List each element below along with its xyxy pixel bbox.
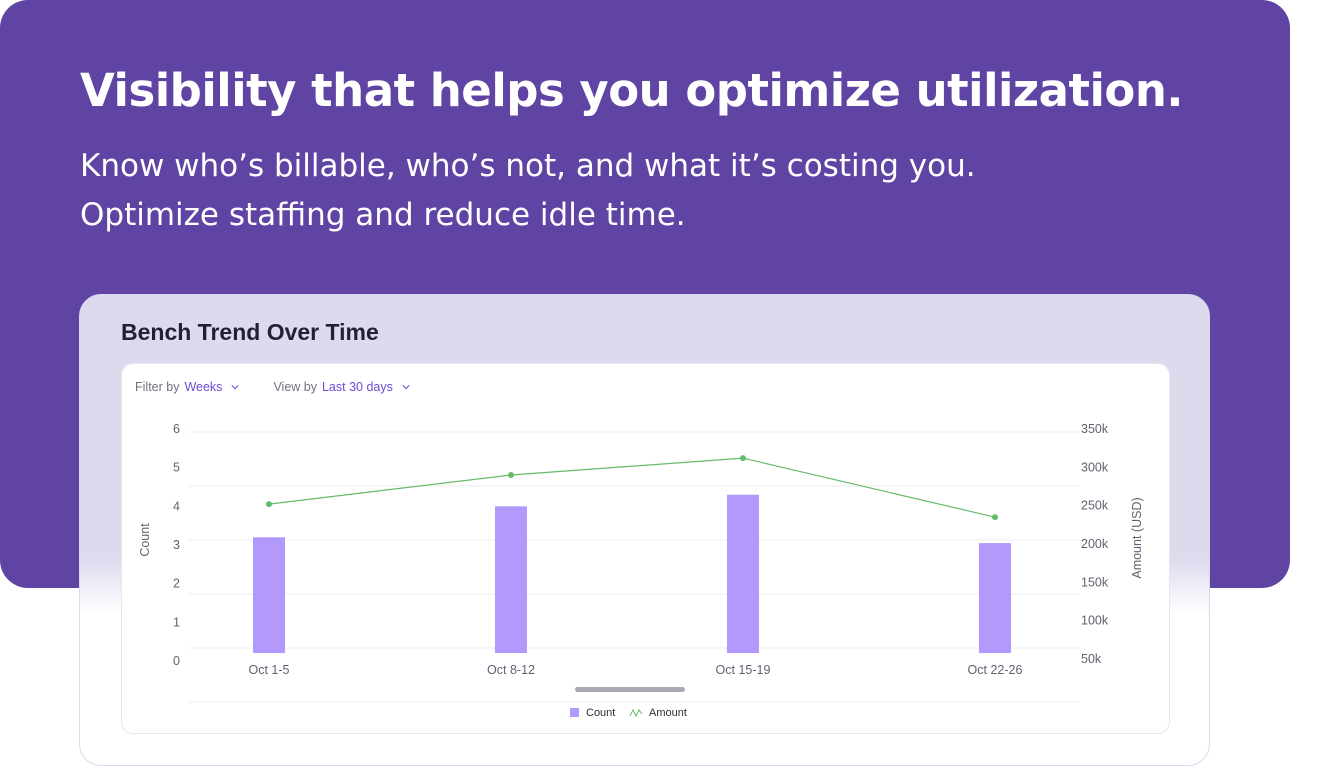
y-tick-label: 0 (173, 654, 180, 668)
y-tick-label: 2 (173, 577, 180, 591)
chevron-down-icon (402, 385, 410, 390)
y-tick-label: 5 (173, 461, 180, 475)
point-amount (740, 455, 746, 462)
x-tick-label: Oct 8-12 (487, 663, 535, 677)
chevron-down-icon (231, 385, 240, 390)
x-tick-label: Oct 22-26 (968, 663, 1023, 677)
hero-subtitle: Know who’s billable, who’s not, and what… (80, 148, 976, 233)
point-amount (992, 514, 998, 521)
view-by-dropdown[interactable]: View by Last 30 days (273, 380, 410, 394)
legend-label-amount: Amount (649, 707, 687, 719)
bench-trend-chart: 0 1 2 3 4 5 6 50k 100k 150k 200k 250k 300k 350k Count A… (138, 422, 1144, 719)
y2-axis-title: Amount (USD) (1130, 497, 1144, 578)
bar-count (495, 506, 527, 653)
card-title: Bench Trend Over Time (121, 319, 379, 345)
view-by-value: Last 30 days (321, 380, 393, 394)
y-tick-label: 1 (173, 615, 180, 629)
bar-count (979, 543, 1011, 653)
legend-label-count: Count (586, 707, 615, 719)
filter-by-label: Filter by (135, 380, 180, 394)
y2-tick-label: 300k (1081, 460, 1109, 474)
y2-tick-label: 50k (1081, 652, 1102, 666)
x-tick-label: Oct 15-19 (716, 663, 771, 677)
legend-swatch-amount (629, 708, 643, 718)
y-axis-title: Count (138, 523, 152, 557)
bar-count (727, 494, 759, 653)
series-line-amount (268, 457, 996, 518)
y-tick-label: 3 (173, 538, 180, 552)
bench-trend-card: Bench Trend Over Time Filter by Weeks Vi… (79, 294, 1210, 766)
y-tick-label: 4 (173, 499, 180, 513)
filter-by-dropdown[interactable]: Filter by Weeks (135, 380, 240, 394)
legend-swatch-count (570, 708, 579, 717)
y2-tick-label: 200k (1081, 537, 1109, 551)
hero-title: Visibility that helps you optimize utili… (80, 64, 1183, 117)
y-tick-label: 6 (173, 422, 180, 436)
bar-count (253, 537, 285, 653)
view-by-label: View by (273, 380, 317, 394)
y2-tick-label: 250k (1081, 499, 1109, 513)
x-tick-label: Oct 1-5 (249, 663, 290, 677)
y2-tick-label: 150k (1081, 575, 1109, 589)
chart-panel: Filter by Weeks View by Last 30 days 0 1 2… (121, 363, 1170, 734)
y2-tick-label: 100k (1081, 614, 1109, 628)
y2-tick-label: 350k (1081, 422, 1109, 436)
point-amount (508, 472, 514, 478)
chart-filters: Filter by Weeks View by Last 30 days (135, 380, 410, 394)
filter-by-value: Weeks (184, 380, 223, 394)
point-amount (266, 501, 272, 508)
chart-scrollbar[interactable] (575, 687, 685, 692)
